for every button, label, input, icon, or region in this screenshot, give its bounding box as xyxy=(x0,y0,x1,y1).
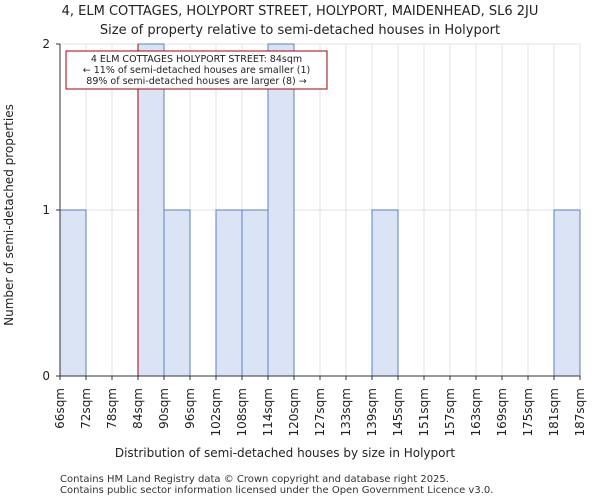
x-tick-label: 120sqm xyxy=(287,388,301,436)
bar-181sqm xyxy=(553,209,581,377)
bar-139sqm xyxy=(371,209,399,377)
x-ticks: 66sqm 72sqm 78sqm 84sqm 90sqm 96sqm 102sqm 108s… xyxy=(53,376,587,436)
x-tick-label: 108sqm xyxy=(235,388,249,436)
bar-102sqm xyxy=(215,209,243,377)
x-tick-label: 175sqm xyxy=(521,388,535,436)
y-axis-label: Number of semi-detached properties xyxy=(2,104,16,326)
bar-66sqm xyxy=(59,209,87,377)
x-tick-label: 151sqm xyxy=(417,388,431,436)
x-tick-label: 169sqm xyxy=(495,388,509,436)
annotation-line-3: 89% of semi-detached houses are larger (… xyxy=(86,76,306,87)
annotation-box: 4 ELM COTTAGES HOLYPORT STREET: 84sqm ← … xyxy=(65,50,328,90)
annotation-line-2: ← 11% of semi-detached houses are smalle… xyxy=(83,65,311,76)
footer-copyright: Contains HM Land Registry data © Crown c… xyxy=(60,474,449,485)
x-tick-label: 66sqm xyxy=(53,388,67,429)
x-tick-label: 157sqm xyxy=(443,388,457,436)
x-tick-label: 78sqm xyxy=(105,388,119,429)
y-ticks: 0 1 2 xyxy=(42,37,60,383)
x-tick-label: 145sqm xyxy=(391,388,405,436)
bar-114sqm xyxy=(267,43,295,377)
x-tick-label: 133sqm xyxy=(339,388,353,436)
x-tick-label: 102sqm xyxy=(209,388,223,436)
x-tick-label: 187sqm xyxy=(573,388,587,436)
x-tick-label: 139sqm xyxy=(365,388,379,436)
x-tick-label: 90sqm xyxy=(157,388,171,429)
chart-title: 4, ELM COTTAGES, HOLYPORT STREET, HOLYPO… xyxy=(62,4,539,19)
x-tick-label: 72sqm xyxy=(79,388,93,429)
x-axis-label: Distribution of semi-detached houses by … xyxy=(115,446,456,460)
x-tick-label: 96sqm xyxy=(183,388,197,429)
bar-108sqm xyxy=(241,209,269,377)
x-tick-label: 163sqm xyxy=(469,388,483,436)
x-tick-label: 181sqm xyxy=(547,388,561,436)
x-tick-label: 127sqm xyxy=(313,388,327,436)
x-tick-label: 114sqm xyxy=(261,388,275,436)
chart-subtitle: Size of property relative to semi-detach… xyxy=(100,23,500,38)
y-tick-label: 1 xyxy=(42,203,50,217)
x-tick-label: 84sqm xyxy=(131,388,145,429)
footer-licence: Contains public sector information licen… xyxy=(60,485,494,496)
bars xyxy=(59,43,581,377)
bar-84sqm xyxy=(137,43,165,377)
y-tick-label: 0 xyxy=(42,369,50,383)
annotation-border xyxy=(65,50,328,90)
y-tick-label: 2 xyxy=(42,37,50,51)
bar-90sqm xyxy=(163,209,191,377)
annotation-line-1: 4 ELM COTTAGES HOLYPORT STREET: 84sqm xyxy=(91,54,302,65)
